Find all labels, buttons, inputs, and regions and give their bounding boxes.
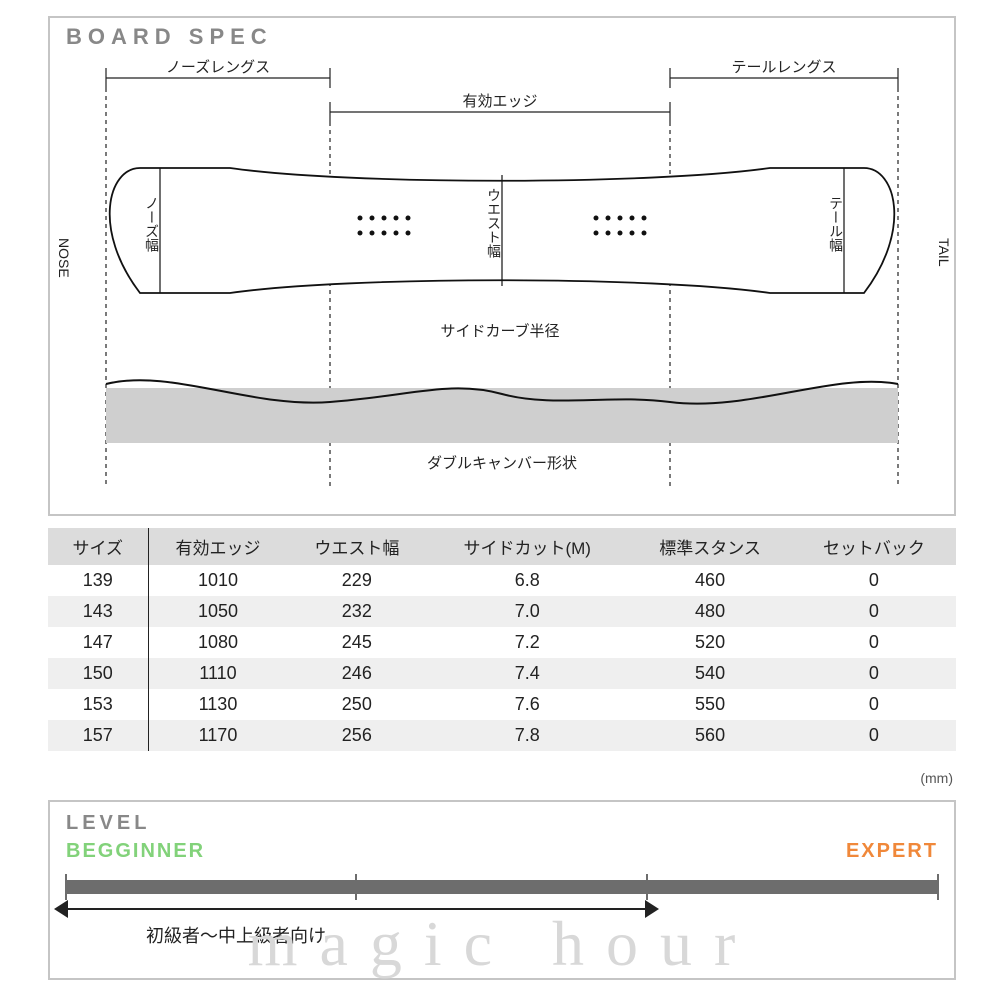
table-cell: 550 bbox=[628, 689, 792, 720]
table-cell: 560 bbox=[628, 720, 792, 751]
spec-table-header: サイドカット(M) bbox=[426, 528, 628, 565]
board-spec-title: BOARD SPEC bbox=[66, 24, 273, 50]
arrow-head-left bbox=[54, 900, 68, 918]
sidecut-radius-label: サイドカーブ半径 bbox=[330, 320, 670, 341]
arrow-head-right bbox=[645, 900, 659, 918]
tail-width-label: テール幅 bbox=[826, 196, 846, 252]
table-cell: 229 bbox=[287, 565, 426, 596]
table-row: 15311302507.65500 bbox=[48, 689, 956, 720]
unit-note: (mm) bbox=[920, 770, 953, 786]
level-tick bbox=[937, 874, 939, 900]
table-cell: 0 bbox=[792, 565, 956, 596]
table-cell: 7.2 bbox=[426, 627, 628, 658]
camber-band bbox=[106, 388, 898, 443]
table-cell: 0 bbox=[792, 596, 956, 627]
table-cell: 7.6 bbox=[426, 689, 628, 720]
table-row: 14310502327.04800 bbox=[48, 596, 956, 627]
table-cell: 1050 bbox=[148, 596, 287, 627]
table-cell: 0 bbox=[792, 689, 956, 720]
table-cell: 460 bbox=[628, 565, 792, 596]
table-cell: 153 bbox=[48, 689, 148, 720]
board-spec-panel: BOARD SPEC NOSE TAIL bbox=[48, 16, 956, 516]
table-cell: 7.8 bbox=[426, 720, 628, 751]
table-row: 13910102296.84600 bbox=[48, 565, 956, 596]
table-cell: 7.0 bbox=[426, 596, 628, 627]
waist-width-label: ウエスト幅 bbox=[484, 188, 504, 258]
table-cell: 245 bbox=[287, 627, 426, 658]
table-cell: 1110 bbox=[148, 658, 287, 689]
nose-length-label: ノーズレングス bbox=[106, 56, 330, 77]
table-cell: 147 bbox=[48, 627, 148, 658]
spec-table: サイズ有効エッジウエスト幅サイドカット(M)標準スタンスセットバック 13910… bbox=[48, 528, 956, 751]
table-row: 15011102467.45400 bbox=[48, 658, 956, 689]
table-cell: 256 bbox=[287, 720, 426, 751]
table-cell: 157 bbox=[48, 720, 148, 751]
table-cell: 232 bbox=[287, 596, 426, 627]
level-panel: LEVEL BEGGINNER EXPERT 初級者～中上級者向け bbox=[48, 800, 956, 980]
spec-table-header-row: サイズ有効エッジウエスト幅サイドカット(M)標準スタンスセットバック bbox=[48, 528, 956, 565]
table-cell: 480 bbox=[628, 596, 792, 627]
camber-shape-label: ダブルキャンバー形状 bbox=[106, 452, 898, 473]
level-beginner-label: BEGGINNER bbox=[66, 840, 205, 863]
board-diagram: NOSE TAIL bbox=[50, 58, 958, 498]
diagram-svg bbox=[50, 58, 958, 498]
table-row: 15711702567.85600 bbox=[48, 720, 956, 751]
level-title: LEVEL bbox=[66, 812, 150, 835]
spec-table-header: ウエスト幅 bbox=[287, 528, 426, 565]
table-cell: 1080 bbox=[148, 627, 287, 658]
table-cell: 0 bbox=[792, 658, 956, 689]
table-cell: 246 bbox=[287, 658, 426, 689]
table-cell: 0 bbox=[792, 720, 956, 751]
level-bar bbox=[66, 880, 938, 894]
table-cell: 139 bbox=[48, 565, 148, 596]
nose-width-label: ノーズ幅 bbox=[142, 196, 162, 252]
table-cell: 1130 bbox=[148, 689, 287, 720]
table-row: 14710802457.25200 bbox=[48, 627, 956, 658]
spec-table-body: 13910102296.8460014310502327.04800147108… bbox=[48, 565, 956, 751]
level-range-label: 初級者～中上級者向け bbox=[146, 922, 326, 948]
spec-table-header: サイズ bbox=[48, 528, 148, 565]
level-tick bbox=[355, 874, 357, 900]
table-cell: 520 bbox=[628, 627, 792, 658]
effective-edge-label: 有効エッジ bbox=[330, 90, 670, 111]
table-cell: 7.4 bbox=[426, 658, 628, 689]
level-tick bbox=[65, 874, 67, 900]
spec-table-header: セットバック bbox=[792, 528, 956, 565]
spec-table-header: 標準スタンス bbox=[628, 528, 792, 565]
tail-length-label: テールレングス bbox=[670, 56, 898, 77]
level-range-arrow bbox=[66, 908, 647, 910]
table-cell: 250 bbox=[287, 689, 426, 720]
table-cell: 150 bbox=[48, 658, 148, 689]
table-cell: 1010 bbox=[148, 565, 287, 596]
table-cell: 0 bbox=[792, 627, 956, 658]
spec-table-header: 有効エッジ bbox=[148, 528, 287, 565]
level-bar-wrap: 初級者～中上級者向け bbox=[66, 874, 938, 944]
table-cell: 6.8 bbox=[426, 565, 628, 596]
table-cell: 540 bbox=[628, 658, 792, 689]
level-expert-label: EXPERT bbox=[846, 840, 938, 863]
table-cell: 143 bbox=[48, 596, 148, 627]
table-cell: 1170 bbox=[148, 720, 287, 751]
level-tick bbox=[646, 874, 648, 900]
